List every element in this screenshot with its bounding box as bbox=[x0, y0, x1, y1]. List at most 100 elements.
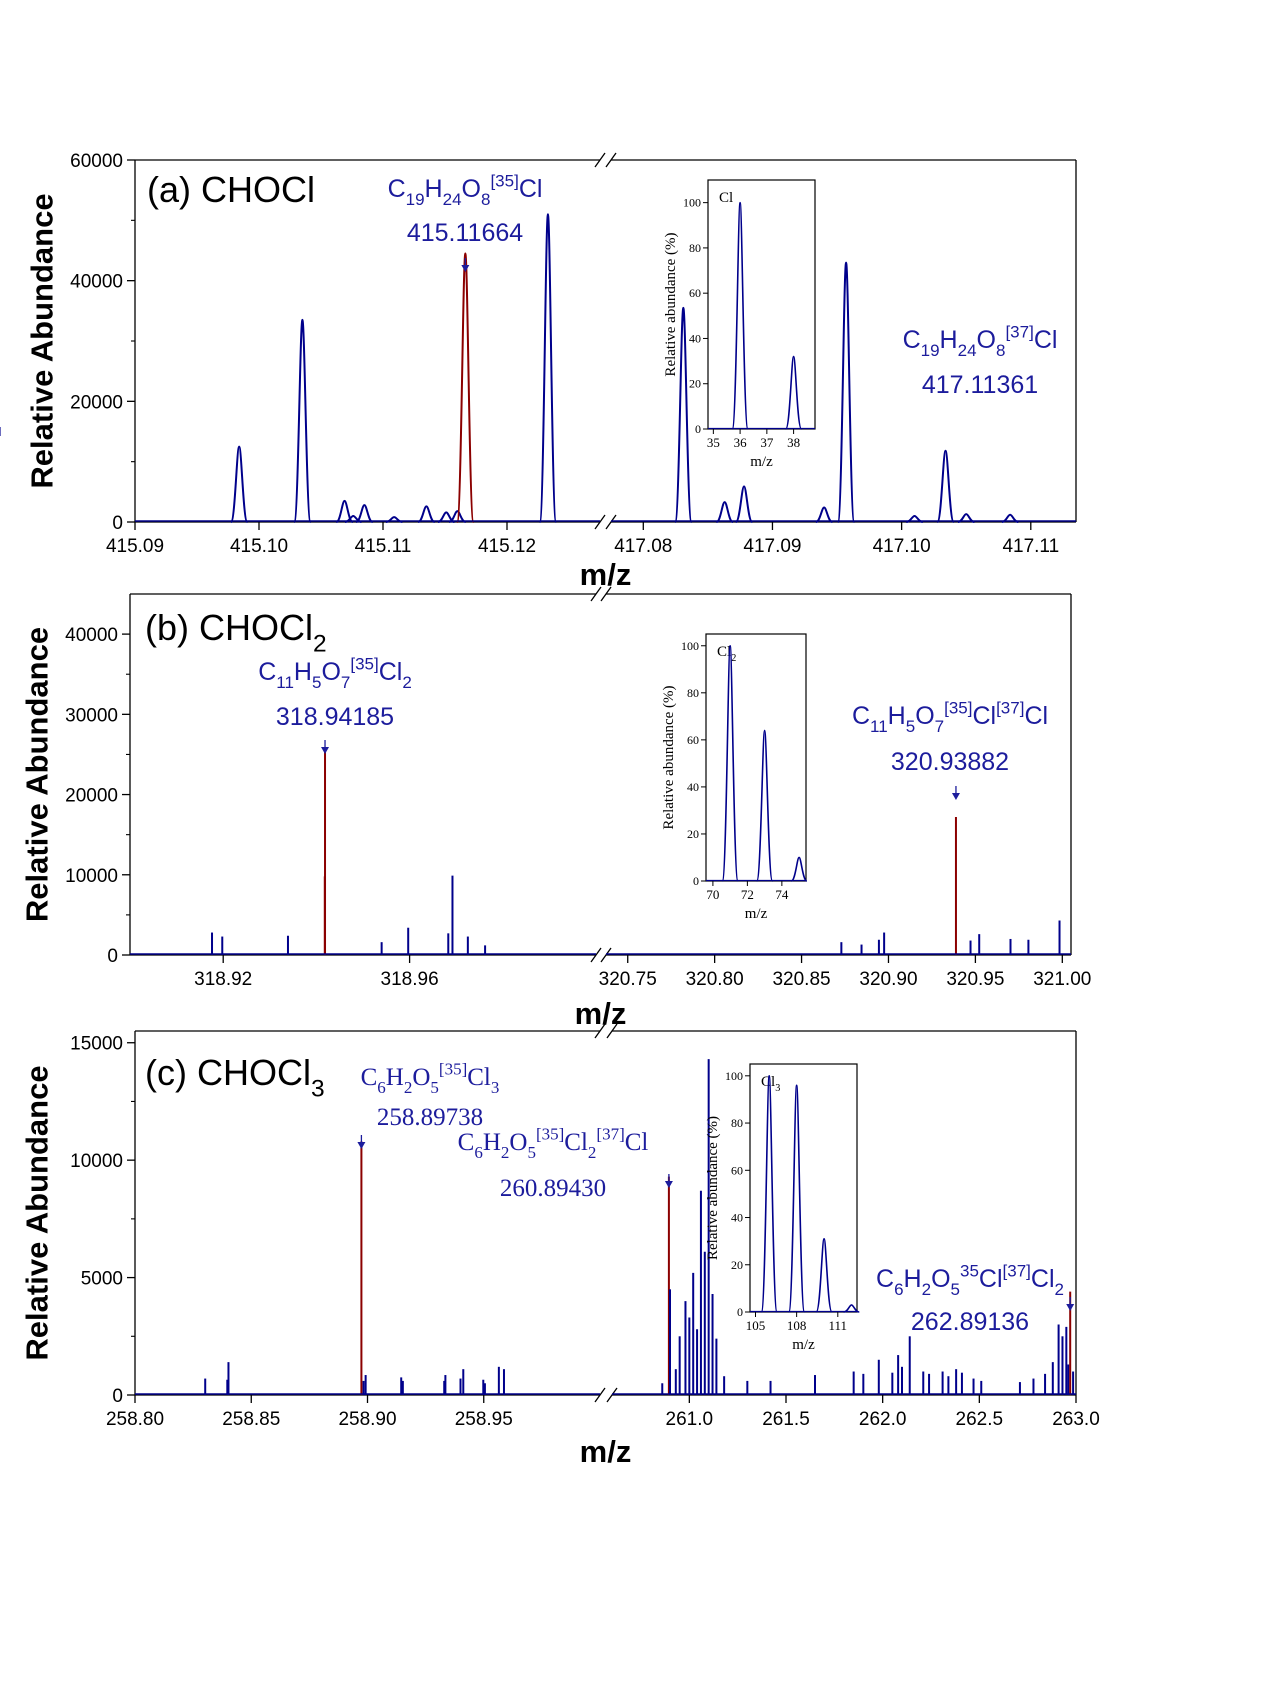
y-tick-label: 40000 bbox=[70, 272, 123, 293]
inset-y-tick-label: 80 bbox=[687, 686, 699, 700]
inset-peak bbox=[790, 856, 808, 882]
formula-part: 8 bbox=[996, 341, 1005, 360]
formula-part: 19 bbox=[921, 341, 940, 360]
formula-part: 11 bbox=[276, 673, 294, 692]
formula-part: [35] bbox=[536, 1125, 564, 1144]
formula-part: 2 bbox=[588, 1143, 597, 1162]
formula-part: 6 bbox=[894, 1280, 903, 1299]
formula-part: (b) CHOCl bbox=[145, 607, 313, 648]
axis-break-mark bbox=[590, 947, 602, 963]
inset-x-tick-label: 70 bbox=[706, 887, 719, 902]
inset-x-tick-label: 111 bbox=[829, 1318, 848, 1333]
x-tick-label: 258.80 bbox=[106, 1409, 164, 1430]
y-tick-label: 20000 bbox=[65, 786, 118, 807]
y-tick-label: 0 bbox=[112, 513, 123, 534]
axis-break-mark bbox=[594, 514, 606, 530]
inset-frame bbox=[707, 179, 816, 430]
formula-label: C19H24O8[37]Cl bbox=[903, 323, 1058, 361]
inset-x-title: m/z bbox=[750, 454, 773, 470]
peak bbox=[355, 504, 374, 523]
formula-part: Cl bbox=[1031, 1265, 1055, 1293]
axis-break-mark bbox=[606, 1387, 618, 1403]
formula-part: [35] bbox=[944, 699, 972, 718]
x-tick-label: 415.09 bbox=[106, 536, 164, 557]
axis-break-mark bbox=[594, 1023, 606, 1039]
formula-part: 2 bbox=[1055, 1280, 1064, 1299]
formula-part: [35] bbox=[439, 1060, 467, 1079]
formula-part: 3 bbox=[311, 1076, 325, 1103]
formula-label: C11H5O7[35]Cl2 bbox=[258, 655, 412, 693]
formula-part: [37] bbox=[596, 1125, 624, 1144]
x-axis-title: m/z bbox=[575, 996, 627, 1031]
formula-part: Cl bbox=[972, 702, 996, 730]
inset-peak bbox=[760, 1075, 778, 1313]
inset-frame bbox=[705, 633, 807, 882]
inset-y-tick-label: 20 bbox=[731, 1258, 743, 1272]
y-tick-label: 10000 bbox=[70, 1151, 123, 1172]
formula-part: Cl bbox=[564, 1129, 588, 1156]
inset-peak bbox=[721, 644, 739, 882]
formula-part: Cl bbox=[379, 658, 403, 686]
formula-part: 24 bbox=[958, 341, 977, 360]
x-tick-label: 258.85 bbox=[222, 1409, 280, 1430]
formula-part: H bbox=[940, 326, 958, 354]
inset-y-tick-label: 80 bbox=[731, 1116, 743, 1130]
formula-part: 3 bbox=[775, 1083, 780, 1094]
inset-x-tick-label: 35 bbox=[707, 435, 720, 450]
inset-label: Cl2 bbox=[717, 644, 736, 664]
formula-part: H bbox=[904, 1265, 922, 1293]
formula-part: C bbox=[852, 702, 870, 730]
x-tick-label: 320.90 bbox=[859, 969, 917, 990]
inset-y-tick-label: 100 bbox=[683, 196, 701, 210]
formula-label: C6H2O5[35]Cl2[37]Cl bbox=[458, 1125, 649, 1163]
inset-x-tick-label: 37 bbox=[760, 435, 774, 450]
inset-x-tick-label: 72 bbox=[741, 887, 754, 902]
y-tick-label: 20000 bbox=[70, 392, 123, 413]
inset-y-tick-label: 20 bbox=[687, 827, 699, 841]
formula-part: 2 bbox=[404, 1078, 413, 1097]
peak bbox=[417, 505, 435, 523]
inset-y-title: Relative abundance (%) bbox=[705, 1116, 721, 1260]
peak bbox=[815, 506, 833, 523]
x-axis-title: m/z bbox=[580, 1434, 632, 1469]
axis-break-mark bbox=[594, 152, 606, 168]
formula-part: 5 bbox=[951, 1280, 960, 1299]
x-tick-label: 258.95 bbox=[455, 1409, 513, 1430]
formula-part: Cl bbox=[717, 644, 731, 660]
formula-part: 5 bbox=[312, 673, 321, 692]
y-tick-label: 15000 bbox=[70, 1034, 123, 1055]
panel-label: (c) CHOCl3 bbox=[145, 1052, 325, 1103]
x-tick-label: 318.92 bbox=[194, 969, 252, 990]
formula-part: 7 bbox=[935, 717, 944, 736]
formula-part: H bbox=[294, 658, 312, 686]
formula-part: 8 bbox=[481, 190, 490, 209]
formula-part: C bbox=[458, 1129, 475, 1156]
x-axis-title: m/z bbox=[580, 557, 632, 592]
axis-break-mark bbox=[600, 947, 612, 963]
annotation-arrowhead bbox=[951, 793, 960, 800]
inset-c: 0 20 40 60 80 100 105 108 111 m/z Relative abundan… bbox=[705, 1063, 860, 1353]
x-tick-label: 320.95 bbox=[946, 969, 1004, 990]
inset-x-tick-label: 36 bbox=[734, 435, 748, 450]
inset-y-tick-label: 0 bbox=[693, 874, 699, 888]
inset-y-tick-label: 0 bbox=[737, 1305, 743, 1319]
mass-label: 320.93882 bbox=[891, 748, 1009, 776]
annotation-arrowhead bbox=[1066, 1304, 1075, 1311]
axis-break-mark bbox=[600, 586, 612, 602]
formula-part: 2 bbox=[922, 1280, 931, 1299]
inset-y-tick-label: 20 bbox=[689, 377, 701, 391]
inset-y-tick-label: 60 bbox=[687, 733, 699, 747]
formula-part: 19 bbox=[406, 190, 425, 209]
panel-c: 0 5000 10000 15000 258.80 258.85 258.90 258.95 2… bbox=[20, 1023, 1100, 1469]
inset-x-tick-label: 74 bbox=[775, 887, 789, 902]
formula-part: H bbox=[386, 1064, 404, 1091]
formula-part: 5 bbox=[527, 1143, 536, 1162]
formula-part: 3 bbox=[491, 1078, 500, 1097]
x-tick-label: 318.96 bbox=[381, 969, 439, 990]
formula-part: Cl bbox=[1034, 326, 1058, 354]
peak bbox=[734, 485, 754, 523]
formula-part: 35 bbox=[960, 1262, 979, 1281]
annotation-arrowhead bbox=[461, 265, 470, 272]
formula-part: 24 bbox=[443, 190, 462, 209]
formula-part: O bbox=[462, 175, 481, 203]
